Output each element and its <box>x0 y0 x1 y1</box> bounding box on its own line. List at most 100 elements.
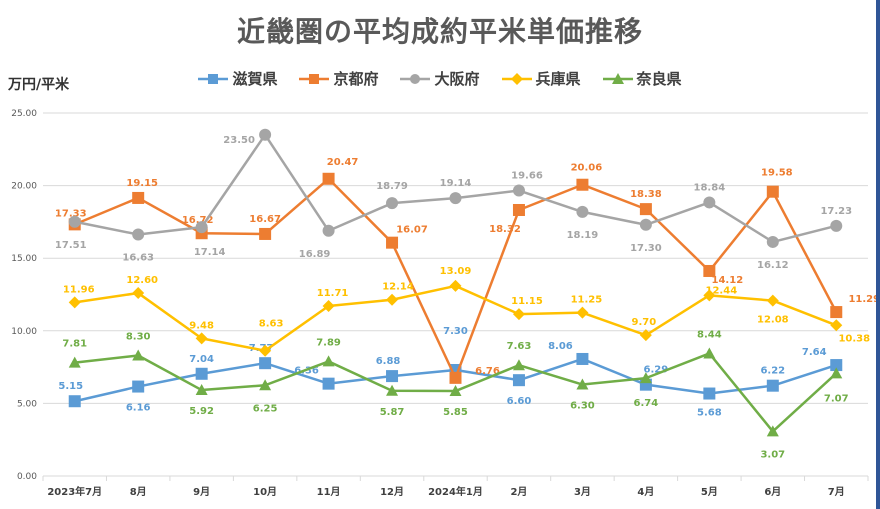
data-label: 5.92 <box>189 406 214 417</box>
data-label: 16.63 <box>122 253 154 264</box>
data-label: 9.70 <box>632 317 657 328</box>
data-label: 12.14 <box>382 282 414 293</box>
data-label: 6.30 <box>570 401 595 412</box>
data-label: 11.25 <box>571 295 603 306</box>
data-point <box>259 227 272 240</box>
data-point <box>512 308 525 321</box>
data-point <box>386 384 399 396</box>
legend-label: 京都府 <box>333 70 379 88</box>
data-point <box>195 332 208 345</box>
data-label: 16.07 <box>396 225 428 236</box>
y-tick-label: 15.00 <box>11 254 37 264</box>
data-point <box>132 380 145 393</box>
y-tick-label: 25.00 <box>11 109 37 119</box>
x-tick-label: 12月 <box>380 486 404 498</box>
data-label: 8.06 <box>548 341 573 352</box>
data-point <box>576 178 589 191</box>
y-tick-label: 20.00 <box>11 182 37 192</box>
data-point <box>195 221 208 234</box>
data-label: 17.23 <box>820 206 852 217</box>
data-point <box>322 355 335 367</box>
chart-title: 近畿圏の平均成約平米単価推移 <box>236 15 643 48</box>
data-label: 10.38 <box>838 333 870 344</box>
data-label: 6.29 <box>644 365 669 376</box>
data-point <box>259 344 272 357</box>
data-point <box>639 372 652 384</box>
data-label: 8.30 <box>126 331 151 342</box>
data-point <box>386 236 399 249</box>
data-label: 16.72 <box>182 215 214 226</box>
data-point <box>449 371 462 384</box>
legend-swatch <box>602 72 633 84</box>
data-label: 19.58 <box>761 168 793 179</box>
data-label: 11.29 <box>848 294 880 305</box>
legend-label: 滋賀県 <box>232 70 278 88</box>
data-point <box>703 264 716 277</box>
x-tick-label: 3月 <box>574 486 591 498</box>
data-label: 11.15 <box>511 296 543 307</box>
data-label: 6.76 <box>475 366 500 377</box>
legend-item: 京都府 <box>299 68 378 89</box>
x-tick-label: 2月 <box>510 486 527 498</box>
data-point <box>639 218 652 231</box>
data-label: 6.25 <box>253 403 278 414</box>
data-point <box>386 370 399 383</box>
data-point <box>830 219 843 232</box>
data-point <box>703 387 716 400</box>
data-point <box>766 185 779 198</box>
data-label: 7.64 <box>802 347 827 358</box>
data-point <box>322 377 335 390</box>
data-point <box>766 379 779 392</box>
legend-item: 兵庫県 <box>501 68 581 89</box>
data-point <box>68 296 81 309</box>
data-point <box>322 172 335 185</box>
data-point <box>576 306 589 319</box>
data-point <box>830 306 843 319</box>
data-label: 16.89 <box>299 249 331 260</box>
data-label: 18.84 <box>694 182 726 193</box>
legend-swatch <box>501 72 532 85</box>
x-tick-label: 5月 <box>701 486 718 498</box>
data-point <box>766 294 779 307</box>
data-label: 11.96 <box>63 284 95 295</box>
data-point <box>68 356 81 368</box>
x-tick-label: 2024年1月 <box>428 485 483 498</box>
data-point <box>766 235 779 248</box>
x-tick-label: 2023年7月 <box>47 485 102 498</box>
data-point <box>576 352 589 365</box>
data-label: 7.63 <box>507 341 532 352</box>
data-label: 7.04 <box>189 354 214 365</box>
x-tick-label: 9月 <box>193 486 210 498</box>
data-label: 5.85 <box>443 407 468 418</box>
data-label: 19.14 <box>440 178 472 189</box>
data-label: 18.38 <box>630 189 662 200</box>
data-point <box>68 395 81 408</box>
data-point <box>259 128 272 141</box>
data-point <box>322 299 335 312</box>
data-point <box>639 203 652 216</box>
legend-label: 奈良県 <box>636 70 682 88</box>
data-label: 16.12 <box>757 260 789 271</box>
data-point <box>195 367 208 380</box>
data-label: 17.51 <box>55 240 87 251</box>
data-label: 18.32 <box>489 224 521 235</box>
data-point <box>830 319 843 332</box>
data-label: 11.71 <box>317 288 349 299</box>
y-tick-label: 5.00 <box>17 399 37 409</box>
legend: 滋賀県 京都府 大阪府 兵庫県 奈良県 <box>0 68 880 89</box>
data-point <box>259 379 272 391</box>
data-point <box>132 287 145 300</box>
data-point <box>830 367 843 379</box>
data-label: 17.30 <box>630 243 662 254</box>
data-label: 6.36 <box>294 366 319 377</box>
data-point <box>512 374 525 387</box>
data-label: 12.44 <box>706 285 738 296</box>
data-label: 20.06 <box>571 163 603 174</box>
data-label: 7.30 <box>443 326 468 337</box>
data-label: 19.15 <box>126 178 158 189</box>
data-point <box>512 359 525 371</box>
x-tick-label: 11月 <box>317 486 341 498</box>
legend-item: 大阪府 <box>400 68 480 89</box>
